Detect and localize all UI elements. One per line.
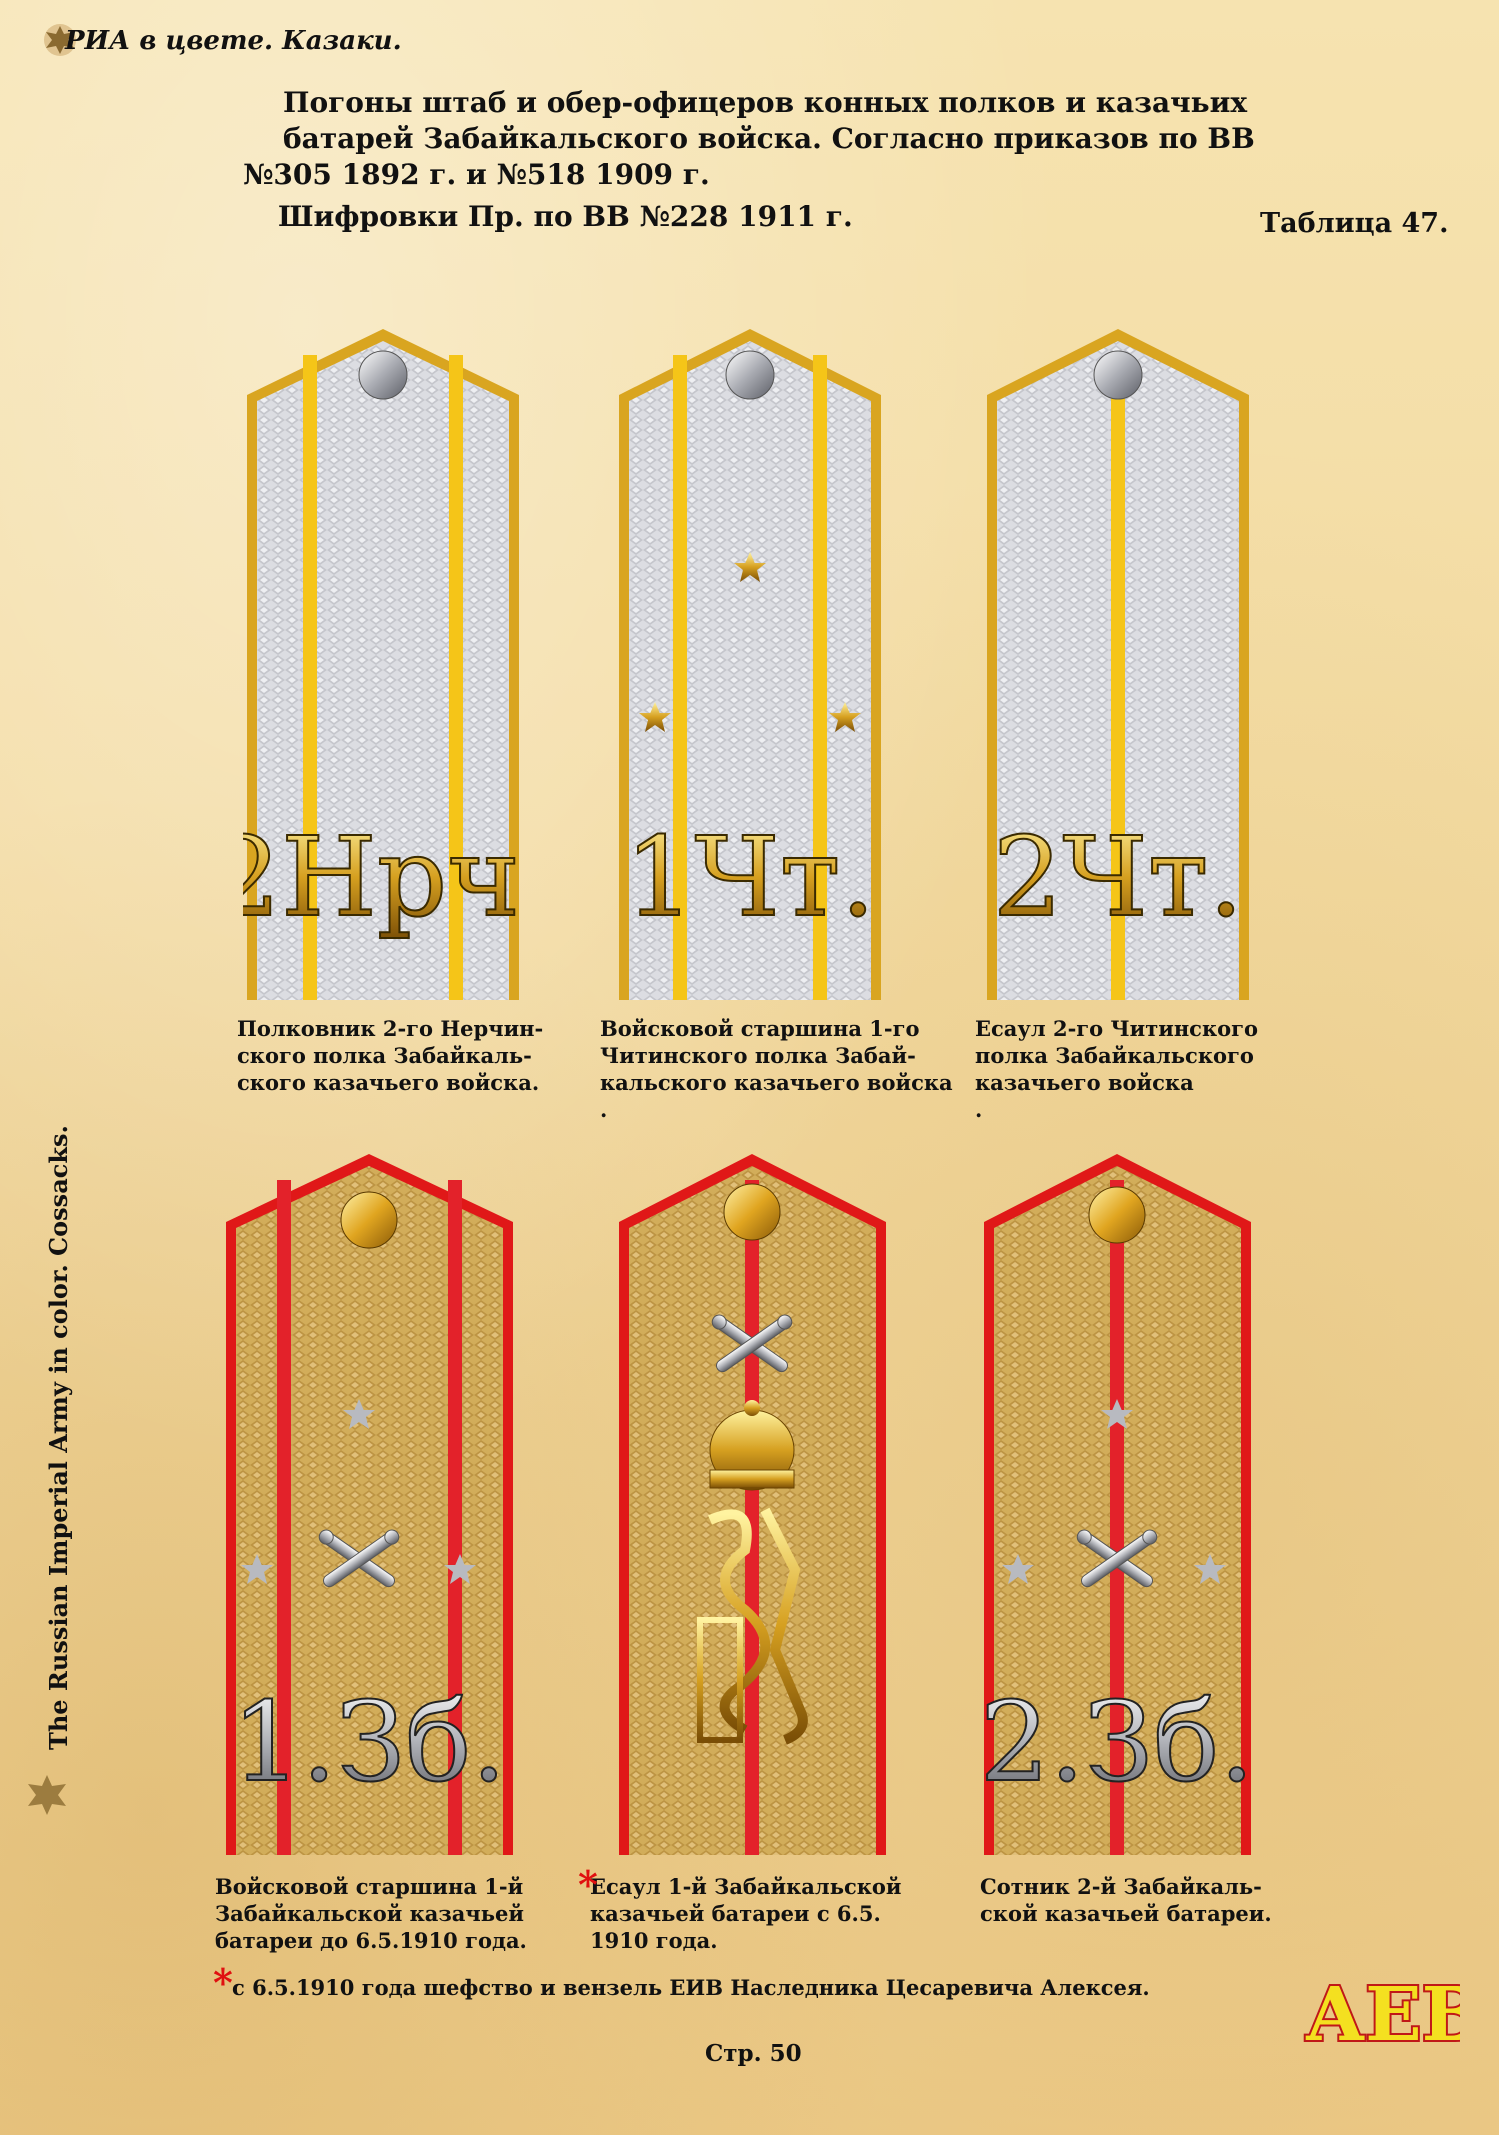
board-label-5: Есаул 1-й Забайкальской казачьей батареи… <box>590 1874 902 1953</box>
page-title: Погоны штаб и обер-офицеров конных полко… <box>243 85 1263 235</box>
cipher-1: 2Нрч. <box>243 813 523 941</box>
page-number: Стр. 50 <box>705 2040 802 2067</box>
shoulder-board-2: 1Чт. <box>615 325 885 1000</box>
board-label-1: Полковник 2-го Нерчин- ского полка Забай… <box>237 1016 544 1095</box>
shoulder-board-5 <box>615 1150 890 1855</box>
author-logo: АЕВ <box>1303 1970 1460 2060</box>
table-number: Таблица 47. <box>1260 208 1449 239</box>
cipher-3: 2Чт. <box>993 813 1244 941</box>
footnote-text: с 6.5.1910 года шефство и вензель ЕИВ На… <box>232 1975 1150 2000</box>
title-line-2: батарей Забайкальского войска. Согласно … <box>283 122 1255 155</box>
title-line-4: Шифровки Пр. по ВВ №228 1911 г. <box>278 200 853 233</box>
board-label-4: Войсковой старшина 1-й Забайкальской каз… <box>215 1874 527 1953</box>
cipher-2: 1Чт. <box>625 813 876 941</box>
footnote-mark-icon: * <box>213 1960 233 2005</box>
header-title: РИА в цвете. Казаки. <box>65 26 402 56</box>
footnote-mark-icon: * <box>578 1862 598 1907</box>
cipher-4: 1.Зб. <box>232 1678 507 1806</box>
shoulder-board-6: 2.Зб. <box>980 1150 1255 1855</box>
board-label-2: Войсковой старшина 1-го Читинского полка… <box>600 1016 953 1122</box>
svg-text:АЕВ: АЕВ <box>1305 1972 1460 2058</box>
imperial-eagle-icon <box>28 1775 66 1815</box>
shoulder-board-1: 2Нрч. <box>243 325 523 1000</box>
shoulder-board-4: 1.Зб. <box>222 1150 517 1855</box>
shoulder-board-3: 2Чт. <box>983 325 1253 1000</box>
title-line-3: №305 1892 г. и №518 1909 г. <box>243 158 710 191</box>
monogram-icon <box>697 1507 808 1745</box>
board-label-3: Есаул 2-го Читинского полка Забайкальско… <box>975 1016 1259 1122</box>
crown-icon <box>709 1400 795 1491</box>
side-caption: The Russian Imperial Army in color. Coss… <box>44 1125 73 1750</box>
board-label-6: Сотник 2-й Забайкаль- ской казачьей бата… <box>980 1874 1272 1926</box>
imperial-eagle-icon <box>44 24 76 56</box>
cipher-6: 2.Зб. <box>980 1678 1254 1806</box>
title-line-1: Погоны штаб и обер-офицеров конных полко… <box>283 86 1248 119</box>
